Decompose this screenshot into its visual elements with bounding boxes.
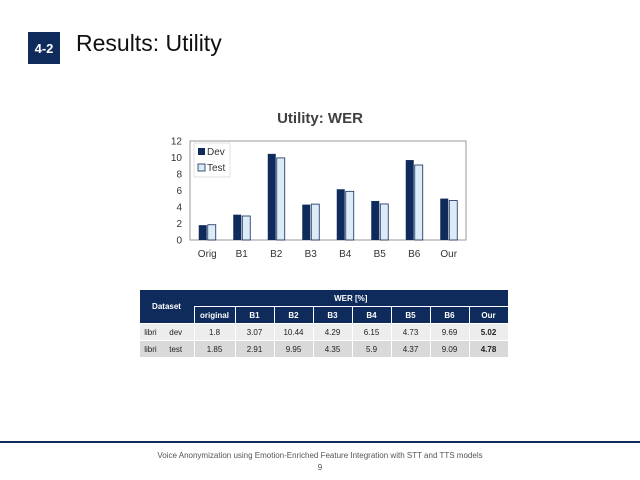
legend-swatch-test [197,163,206,172]
table-cell: 4.29 [312,323,352,341]
bar-test [345,190,355,241]
y-tick-label: 12 [171,137,183,148]
table-cell: 9.95 [273,340,313,357]
wer-bar-chart: 0 2 4 6 8 10 12 Orig B1 B2 B3 B4 B5 B6 Our Dev Test [171,137,467,260]
bar-test [276,157,286,241]
bar-dev [336,189,345,240]
section-badge: 4-2 [28,32,60,64]
col-header-original: original [193,306,235,324]
bar-test [448,200,458,241]
col-header-b1: B1 [234,306,274,324]
x-tick-label: Orig [198,249,217,260]
y-tick-label: 4 [176,203,182,214]
table-cell: 10.44 [273,323,313,341]
y-tick-label: 6 [176,186,182,197]
table-cell: 4.35 [312,340,352,357]
legend-swatch-dev [198,148,205,155]
bar-test [414,164,424,241]
legend-label-dev: Dev [207,147,225,158]
table-cell: 6.15 [351,323,391,341]
table-cell: 4.37 [390,340,430,357]
slide-title: Results: Utility [76,30,222,56]
bar-test [310,203,320,241]
table-cell-our: 4.78 [468,340,508,357]
plot-area-frame [189,140,467,241]
dataset-split: test [169,344,183,354]
table-cell: 5.9 [351,340,391,357]
bar-test [379,203,389,241]
table-cell: 1.8 [193,323,235,341]
bar-dev [267,153,276,240]
table-cell: 9.09 [429,340,469,357]
table-cell-our: 5.02 [468,323,508,341]
dataset-header: Dataset [139,290,194,324]
col-header-b4: B4 [351,306,391,324]
bar-dev [302,204,311,240]
footer-divider [0,441,640,443]
dataset-name: libri [144,344,157,354]
legend-label-test: Test [207,163,226,174]
y-tick-label: 10 [171,153,183,164]
col-header-b2: B2 [273,306,313,324]
bar-test [207,224,217,241]
table-cell-dataset: libri dev [139,323,194,341]
wer-table: Dataset WER [%] original B1 B2 B3 B4 B5 … [139,290,508,357]
bar-dev [371,200,380,240]
bar-dev [233,214,242,240]
table-cell: 4.73 [390,323,430,341]
bar-dev [198,225,207,240]
bar-test [241,215,251,241]
col-header-b6: B6 [429,306,469,324]
table-cell-dataset: libri test [139,340,194,357]
col-header-b3: B3 [312,306,352,324]
table-row: libri test 1.85 2.91 9.95 4.35 5.9 4.37 9… [139,340,508,357]
y-tick-label: 8 [176,170,182,181]
y-tick-label: 0 [176,236,182,247]
table-row: libri dev 1.8 3.07 10.44 4.29 6.15 4.73 9… [139,323,508,341]
table-cell: 1.85 [193,340,235,357]
x-tick-label: B3 [305,249,318,260]
chart-title: Utility: WER [277,110,363,127]
table-cell: 2.91 [234,340,274,357]
col-header-our: Our [468,306,508,324]
bar-dev [440,198,449,240]
y-tick-label: 2 [176,219,182,230]
wer-group-header: WER [%] [194,290,508,307]
x-tick-label: B2 [270,249,283,260]
x-tick-label: B4 [339,249,352,260]
table-cell: 3.07 [234,323,274,341]
x-tick-label: B1 [236,249,249,260]
x-tick-label: B6 [408,249,421,260]
dataset-split: dev [169,327,183,337]
footer-text: Voice Anonymization using Emotion-Enrich… [157,451,483,460]
col-header-b5: B5 [390,306,430,324]
page-number: 9 [317,463,323,472]
x-tick-label: Our [440,249,457,260]
bar-dev [405,160,414,240]
dataset-name: libri [144,327,157,337]
x-tick-label: B5 [374,249,387,260]
table-cell: 9.69 [429,323,469,341]
